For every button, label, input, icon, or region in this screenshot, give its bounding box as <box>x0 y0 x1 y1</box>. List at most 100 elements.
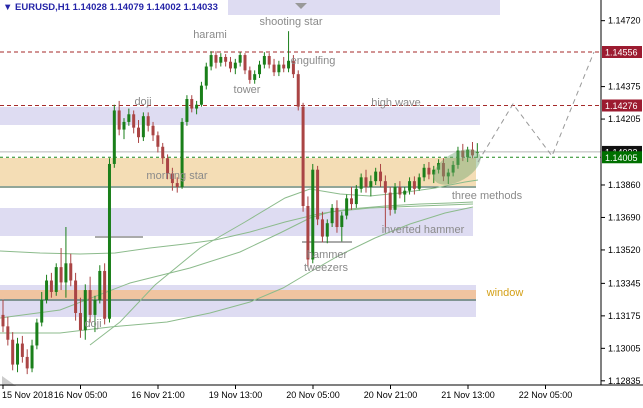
candlestick <box>340 215 344 228</box>
price-axis-label: 1.14375 <box>608 82 641 92</box>
candlestick <box>209 55 213 67</box>
candlestick <box>388 192 392 210</box>
date-axis-label: 19 Nov 13:00 <box>209 390 263 400</box>
candlestick <box>137 127 141 138</box>
moving-average-line <box>89 179 479 346</box>
candlestick <box>427 167 431 175</box>
pattern-label: hammer <box>307 249 348 261</box>
candlestick <box>417 177 421 189</box>
pattern-label: doji <box>134 96 151 108</box>
candlestick <box>422 167 426 178</box>
candlestick <box>248 70 252 80</box>
candlestick <box>296 74 300 107</box>
candlestick <box>16 343 20 365</box>
price-axis-label: 1.13005 <box>608 343 641 353</box>
pattern-label: doji <box>84 318 101 330</box>
candlestick <box>359 177 363 189</box>
symbol-timeframe-label: EURUSD,H1 <box>15 2 70 13</box>
candlestick <box>451 164 455 173</box>
candlestick <box>69 263 73 281</box>
candlestick <box>214 55 218 63</box>
candlestick <box>369 181 373 187</box>
corner-marker-icon <box>2 376 16 386</box>
candlestick <box>291 60 295 75</box>
pattern-label: shooting star <box>260 16 323 28</box>
candlestick <box>282 64 286 69</box>
candlestick <box>83 290 87 331</box>
price-badge-label: 1.14276 <box>605 101 638 111</box>
candlestick <box>466 149 470 158</box>
candlestick <box>224 56 228 62</box>
candlestick <box>316 169 320 220</box>
candlestick <box>219 56 223 63</box>
pattern-label: high wave <box>371 97 421 109</box>
price-axis-label: 1.12835 <box>608 376 641 386</box>
candlestick <box>40 299 44 323</box>
candlestick <box>170 173 174 184</box>
candlestick <box>6 326 10 340</box>
candlestick <box>475 151 479 153</box>
candlestick <box>59 267 63 283</box>
candlestick <box>437 163 441 170</box>
candlestick <box>345 198 349 216</box>
resistance-price-badge <box>602 99 642 112</box>
candlestick <box>98 270 102 300</box>
candlestick <box>35 322 39 346</box>
candlestick <box>412 181 416 189</box>
resistance-price-badge <box>602 46 642 58</box>
pattern-label: three methods <box>452 190 523 202</box>
pattern-label: engulfing <box>291 55 336 67</box>
candlestick <box>180 121 184 187</box>
candlestick <box>354 188 358 205</box>
candlestick <box>74 280 78 313</box>
candlestick <box>267 56 271 65</box>
pattern-label: harami <box>193 29 227 41</box>
zone-1.1400-wheat <box>0 158 476 186</box>
candlestick <box>379 171 383 182</box>
candlestick <box>398 186 402 195</box>
pattern-label: morning star <box>146 170 207 182</box>
collapse-triangle-icon[interactable]: ▼ <box>3 2 13 13</box>
candlestick <box>49 280 53 292</box>
candlestick <box>78 312 82 331</box>
moving-average-line <box>0 201 474 255</box>
candlestick <box>306 205 310 260</box>
candlestick <box>141 116 145 138</box>
candlestick <box>432 169 436 175</box>
candlestick <box>204 66 208 86</box>
price-axis-label: 1.13690 <box>608 212 641 222</box>
moving-average-line <box>0 203 474 319</box>
date-axis-label: 21 Nov 13:00 <box>441 390 495 400</box>
chart-shift-marker-icon[interactable] <box>295 3 307 9</box>
moving-average-line <box>0 206 474 334</box>
candlestick <box>25 356 29 369</box>
pattern-highlight <box>433 149 481 185</box>
ohlc-quote-line: 1.14028 1.14079 1.14002 1.14033 <box>72 2 218 13</box>
candlestick <box>335 207 339 228</box>
candlestick <box>408 181 412 191</box>
pattern-label: window <box>486 287 524 299</box>
price-axis-label: 1.13520 <box>608 245 641 255</box>
zone-1.1365 <box>0 208 473 236</box>
price-axis-label: 1.13345 <box>608 278 641 288</box>
date-axis-label: 16 Nov 05:00 <box>54 390 108 400</box>
candlestick <box>107 163 111 319</box>
candlestick <box>287 60 291 69</box>
candlestick <box>456 150 460 165</box>
window-gap <box>0 290 476 299</box>
date-axis-label: 20 Nov 05:00 <box>286 390 340 400</box>
pattern-label: inverted hammer <box>382 224 465 236</box>
candlestick <box>262 56 266 65</box>
candlestick <box>112 110 116 164</box>
candlestick <box>156 135 160 147</box>
candlestick <box>461 150 465 158</box>
candlestick <box>132 114 136 128</box>
bid-price-badge <box>602 151 642 164</box>
candlestick <box>383 181 387 193</box>
candlestick <box>122 121 126 130</box>
candlestick <box>446 172 450 177</box>
candlestick <box>403 190 407 195</box>
candlestick <box>146 116 150 126</box>
